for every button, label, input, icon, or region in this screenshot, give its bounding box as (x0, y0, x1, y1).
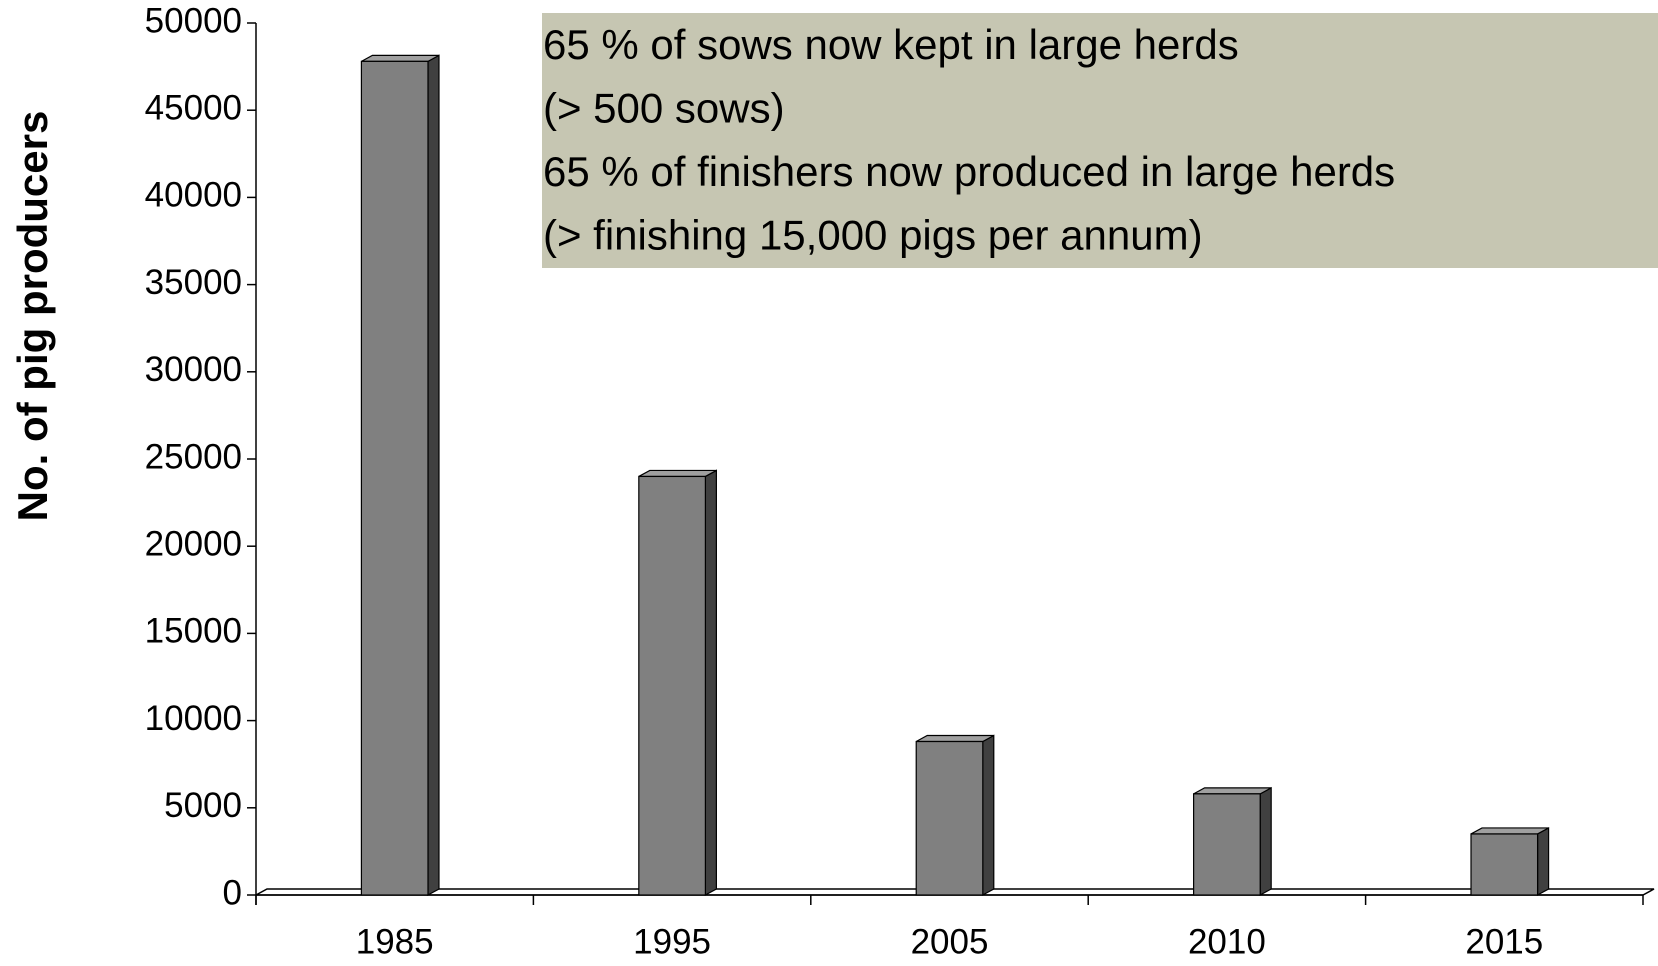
bar-side (1536, 826, 1550, 897)
x-tick-label: 2010 (1188, 922, 1266, 961)
y-tick-label: 20000 (145, 524, 242, 563)
bar-side (427, 54, 440, 897)
annotation-text: (> 500 sows) (543, 85, 785, 132)
bar (1470, 833, 1539, 896)
y-axis-label: No. of pig producers (9, 111, 56, 522)
bar (915, 740, 984, 896)
y-tick-label: 5000 (164, 786, 242, 825)
bar-top (915, 734, 995, 743)
y-tick-label: 15000 (145, 612, 242, 651)
x-tick-label: 2005 (911, 922, 989, 961)
y-tick-label: 40000 (145, 176, 242, 215)
x-tick-label: 2015 (1465, 922, 1543, 961)
bar-side (704, 469, 717, 897)
annotation-text: 65 % of finishers now produced in large … (543, 148, 1395, 195)
bar-side (982, 734, 995, 897)
bar-top (1470, 827, 1549, 835)
y-tick-label: 0 (223, 873, 242, 912)
bar (360, 60, 429, 896)
bar-top (638, 469, 717, 478)
bar (638, 475, 706, 896)
y-tick-label: 50000 (145, 1, 242, 40)
bar-side (1259, 786, 1272, 897)
y-tick-label: 10000 (145, 699, 242, 738)
x-tick-label: 1995 (633, 922, 711, 961)
annotation-text: (> finishing 15,000 pigs per annum) (543, 212, 1203, 259)
y-tick-label: 25000 (145, 437, 242, 476)
annotation-box (542, 13, 1658, 268)
bar-top (361, 54, 440, 62)
y-tick-label: 45000 (145, 88, 242, 127)
y-tick-label: 30000 (145, 350, 242, 389)
y-tick-label: 35000 (145, 263, 242, 302)
x-tick-label: 1985 (356, 922, 434, 961)
bar (1193, 793, 1261, 896)
annotation-text: 65 % of sows now kept in large herds (543, 21, 1239, 68)
bar-top (1193, 787, 1272, 795)
